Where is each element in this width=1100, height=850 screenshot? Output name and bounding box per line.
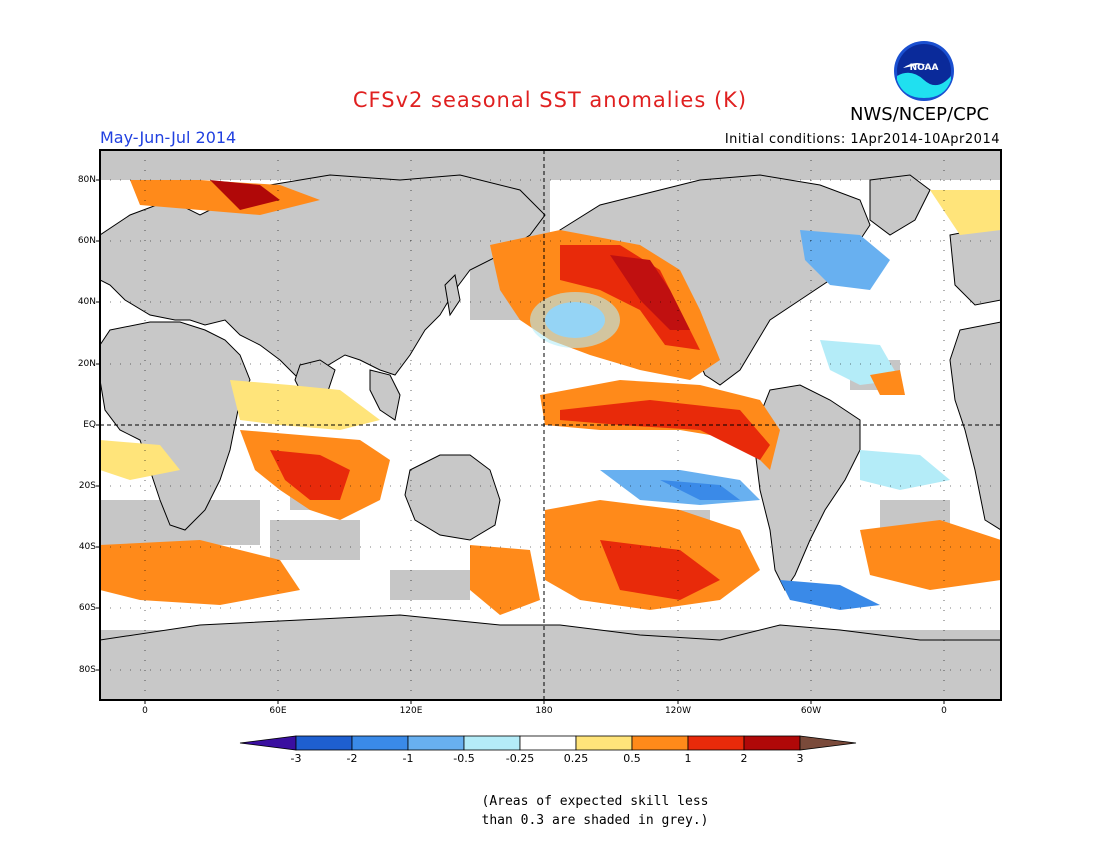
colorbar-swatch bbox=[631, 735, 689, 751]
lat-label: 20S bbox=[78, 481, 96, 491]
lat-label: 60S bbox=[78, 603, 96, 613]
chart-title: CFSv2 seasonal SST anomalies (K) bbox=[352, 88, 748, 112]
colorbar-swatch bbox=[351, 735, 409, 751]
lon-label: 60E bbox=[269, 706, 287, 716]
colorbar-tick-label: 2 bbox=[740, 752, 748, 765]
lon-label: 120W bbox=[664, 706, 692, 716]
antarctica bbox=[100, 614, 1001, 700]
colorbar-swatch bbox=[295, 735, 353, 751]
lat-label: 60N bbox=[77, 236, 96, 246]
colorbar-swatches bbox=[239, 735, 857, 751]
lon-label: 0 bbox=[142, 706, 148, 716]
lon-label: 0 bbox=[941, 706, 947, 716]
lat-label: 40N bbox=[77, 297, 96, 307]
colorbar-swatch bbox=[407, 735, 465, 751]
south-america bbox=[754, 384, 861, 591]
agency-label: NWS/NCEP/CPC bbox=[850, 104, 990, 125]
lon-label: 60W bbox=[800, 706, 822, 716]
colorbar-tick-label: -1 bbox=[402, 752, 414, 765]
skill-note-line1: (Areas of expected skill less bbox=[481, 794, 709, 809]
southeast-asia bbox=[369, 369, 401, 421]
noaa-logo: NOAA bbox=[894, 41, 954, 101]
japan bbox=[444, 273, 461, 317]
lon-label: 180 bbox=[535, 706, 553, 716]
lat-label: 20N bbox=[77, 359, 96, 369]
colorbar-swatch bbox=[743, 735, 801, 751]
colorbar-tick-label: 1 bbox=[684, 752, 692, 765]
colorbar-tick-label: -0.25 bbox=[505, 752, 535, 765]
colorbar-low-arrow bbox=[239, 735, 297, 751]
colorbar-tick-label: -3 bbox=[290, 752, 302, 765]
lat-label: 80S bbox=[78, 665, 96, 675]
season-label: May-Jun-Jul 2014 bbox=[100, 128, 237, 147]
colorbar-tick-label: 0.5 bbox=[623, 752, 641, 765]
colorbar-swatch bbox=[519, 735, 577, 751]
colorbar-swatch bbox=[463, 735, 521, 751]
lat-label: 40S bbox=[78, 542, 96, 552]
colorbar-tick-label: -2 bbox=[346, 752, 358, 765]
colorbar-tick-label: 0.25 bbox=[563, 752, 589, 765]
sst-anomaly-fields bbox=[100, 180, 1001, 615]
colorbar-swatch bbox=[575, 735, 633, 751]
continents bbox=[100, 174, 1001, 700]
skill-note-line2: than 0.3 are shaded in grey.) bbox=[481, 813, 709, 828]
eurasia bbox=[100, 174, 546, 381]
africa bbox=[100, 321, 251, 531]
colorbar bbox=[239, 735, 857, 751]
axis-ticks bbox=[96, 179, 945, 704]
noaa-logo-text: NOAA bbox=[910, 63, 939, 73]
lat-label: EQ bbox=[83, 420, 96, 430]
skill-note: (Areas of expected skill less than 0.3 a… bbox=[430, 792, 760, 830]
colorbar-tick-label: 3 bbox=[796, 752, 804, 765]
lat-label: 80N bbox=[77, 175, 96, 185]
colorbar-swatch bbox=[687, 735, 745, 751]
sst-anomaly-map bbox=[96, 149, 1002, 704]
colorbar-tick-label: -0.5 bbox=[453, 752, 475, 765]
greenland bbox=[869, 174, 931, 236]
lon-label: 120E bbox=[399, 706, 423, 716]
initial-conditions-label: Initial conditions: 1Apr2014-10Apr2014 bbox=[724, 132, 1000, 147]
colorbar-high-arrow bbox=[799, 735, 857, 751]
australia bbox=[404, 454, 501, 541]
grid-lines bbox=[100, 150, 1001, 700]
africa-east-repeat bbox=[949, 321, 1001, 531]
